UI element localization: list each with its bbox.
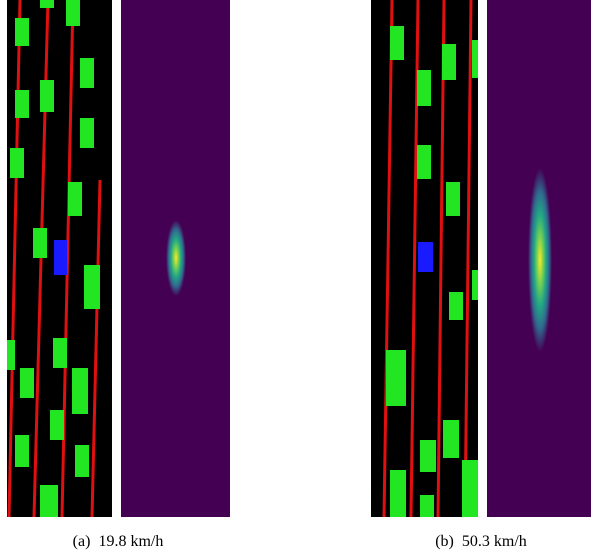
panel-caption: 50.3 km/h xyxy=(462,533,527,550)
panel-caption: 19.8 km/h xyxy=(98,533,163,550)
panel-label: (a) xyxy=(73,533,91,550)
panel-label: (b) xyxy=(435,533,454,550)
heatmap-b xyxy=(487,0,591,517)
caption-b: (b) 50.3 km/h xyxy=(435,533,527,550)
scene-a xyxy=(7,0,112,518)
caption-a: (a) 19.8 km/h xyxy=(73,533,164,550)
scene-b xyxy=(371,0,478,518)
heatmap-a xyxy=(121,0,230,517)
